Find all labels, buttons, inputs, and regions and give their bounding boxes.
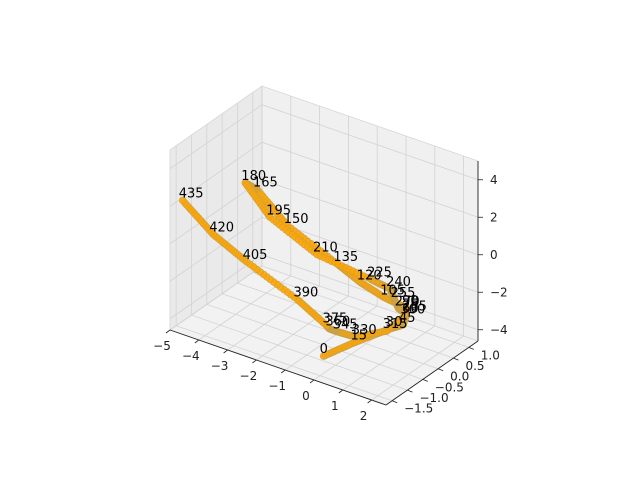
data-point xyxy=(179,196,187,205)
point-label: 60 xyxy=(402,301,419,316)
point-label: 270 xyxy=(395,295,420,310)
z-tick-label: −4 xyxy=(490,323,508,337)
point-label: 90 xyxy=(402,294,419,309)
point-label: 240 xyxy=(386,275,411,290)
grid-line-x xyxy=(169,86,263,331)
x-tick-mark xyxy=(338,389,344,394)
grid-line-z xyxy=(169,104,479,181)
point-label: 45 xyxy=(399,311,416,326)
tick-labels: −5 −4 −3 −2 −1 0 1 2 −1.5−1.0−0.50.00.51.0 −4 −2 0 2… xyxy=(153,173,508,423)
y-tick-mark xyxy=(407,389,413,393)
x-tick-mark xyxy=(309,379,315,384)
x-tick-mark xyxy=(252,359,257,364)
point-label: 180 xyxy=(241,169,266,184)
axis-lines xyxy=(169,161,479,406)
point-label: 435 xyxy=(179,186,204,201)
point-label: 390 xyxy=(294,286,319,301)
y-tick-label: −1.0 xyxy=(419,391,448,405)
y-tick-mark xyxy=(468,347,474,350)
x-axis-line xyxy=(169,329,387,406)
point-label: 30 xyxy=(386,315,403,330)
point-label: 15 xyxy=(351,329,368,344)
z-tick-label: −2 xyxy=(490,285,508,299)
grid-line-z xyxy=(169,216,479,293)
point-label: 195 xyxy=(266,203,291,218)
y-tick-mark xyxy=(453,357,459,361)
point-label: 225 xyxy=(367,266,392,281)
grid-line-x xyxy=(284,126,378,371)
point-label: 255 xyxy=(391,286,416,301)
point-label: 150 xyxy=(284,212,309,227)
point-label: 375 xyxy=(323,312,348,327)
grid-line-x xyxy=(371,156,465,401)
point-label: 300 xyxy=(401,302,426,317)
y-tick-label: 0.5 xyxy=(465,359,484,373)
point-label: 120 xyxy=(357,269,382,284)
grid-line-z xyxy=(169,141,479,218)
x-tick-label: −3 xyxy=(211,359,229,373)
grid-line-x xyxy=(227,106,321,351)
y-tick-label: −0.5 xyxy=(435,380,464,394)
y-tick-label: 0.0 xyxy=(450,370,469,384)
y-tick-mark xyxy=(437,368,444,372)
point-label: 330 xyxy=(352,323,377,338)
grid-line-x xyxy=(256,116,349,361)
point-label: 285 xyxy=(402,299,427,314)
x-tick-mark xyxy=(165,329,171,334)
grid-line-y xyxy=(206,124,423,380)
x-tick-mark xyxy=(194,339,200,344)
point-label: 345 xyxy=(333,318,358,333)
x-tick-label: 1 xyxy=(331,399,339,413)
point-label: 75 xyxy=(402,298,419,313)
point-label: 315 xyxy=(383,317,408,332)
x-tick-label: −5 xyxy=(153,339,171,353)
point-label: 135 xyxy=(333,250,358,265)
z-tick-label: 4 xyxy=(490,173,498,187)
y-tick-label: 1.0 xyxy=(481,348,500,362)
point-label: 105 xyxy=(380,283,405,298)
x-tick-label: −2 xyxy=(240,369,258,383)
grid-line-y xyxy=(175,145,393,402)
grid-line-y xyxy=(221,113,439,370)
z-tick-label: 2 xyxy=(490,210,498,224)
grid-lines xyxy=(169,86,479,402)
z-tick-label: 0 xyxy=(490,248,498,262)
x-tick-label: −1 xyxy=(268,379,286,393)
y-tick-mark xyxy=(391,400,398,404)
point-label: 0 xyxy=(320,342,328,357)
y-tick-label: −1.5 xyxy=(404,402,433,416)
point-label: 405 xyxy=(243,248,268,263)
point-label: 210 xyxy=(313,241,338,256)
data-points xyxy=(179,179,410,360)
axis-panes xyxy=(169,85,479,406)
point-label: 420 xyxy=(209,220,234,235)
x-tick-label: 2 xyxy=(360,409,368,423)
y-axis-line xyxy=(385,340,479,406)
point-label: 165 xyxy=(253,175,278,190)
x-tick-mark xyxy=(367,399,372,404)
x-tick-label: 0 xyxy=(302,389,310,403)
x-tick-mark xyxy=(223,349,228,354)
grid-line-x xyxy=(198,96,292,341)
point-label: 360 xyxy=(326,315,351,330)
y-tick-mark xyxy=(422,379,428,382)
grid-line-x xyxy=(342,146,436,391)
x-tick-mark xyxy=(280,369,286,374)
x-tick-label: −4 xyxy=(182,349,200,363)
grid-line-y xyxy=(191,135,408,391)
